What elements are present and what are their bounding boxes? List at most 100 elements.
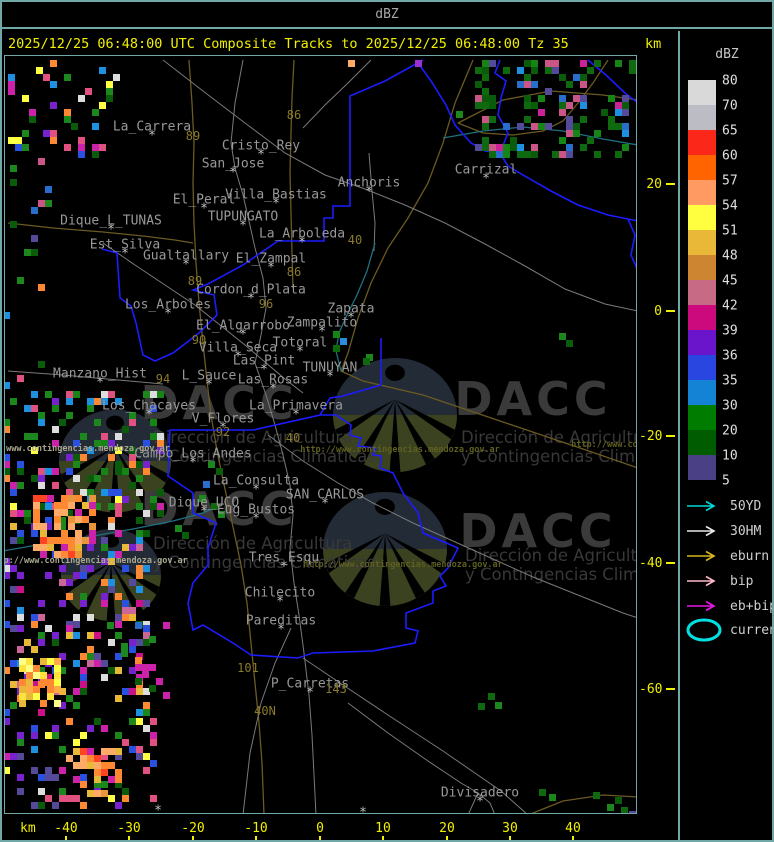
radar-echo-pixel [129, 461, 136, 468]
radar-echo-pixel [80, 674, 87, 681]
dbz-scale-value: 20 [722, 423, 738, 439]
radar-echo-pixel [52, 405, 59, 412]
radar-echo-pixel [61, 551, 68, 558]
city-label: Est_Silva [89, 237, 161, 253]
radar-echo-pixel [199, 495, 206, 502]
track-arrow-icon [686, 550, 726, 562]
radar-echo-pixel [488, 693, 495, 700]
radar-echo-pixel [157, 433, 164, 440]
radar-echo-pixel [8, 137, 15, 144]
radar-echo-pixel [101, 579, 108, 586]
radar-echo-pixel [150, 405, 157, 412]
radar-echo-pixel [87, 755, 94, 762]
radar-echo-pixel [108, 558, 115, 565]
radar-echo-pixel [129, 579, 136, 586]
radar-echo-pixel [24, 510, 31, 517]
x-tick-mark [572, 836, 574, 840]
y-tick-label: 20 [646, 176, 662, 192]
dbz-scale-swatch [688, 80, 716, 105]
radar-echo-pixel [87, 762, 94, 769]
radar-echo-pixel [524, 116, 531, 123]
radar-echo-pixel [94, 632, 101, 639]
radar-echo-pixel [333, 345, 340, 352]
city-marker: * [182, 257, 190, 273]
radar-echo-pixel [78, 137, 85, 144]
radar-echo-pixel [38, 709, 45, 716]
radar-echo-pixel [10, 753, 17, 760]
radar-echo-pixel [40, 700, 47, 707]
radar-echo-pixel [61, 495, 68, 502]
radar-echo-pixel [24, 433, 31, 440]
city-marker: * [107, 222, 115, 238]
radar-echo-pixel [45, 767, 52, 774]
radar-echo-pixel [10, 165, 17, 172]
radar-echo-pixel [22, 130, 29, 137]
radar-echo-pixel [73, 454, 80, 461]
radar-echo-pixel [129, 746, 136, 753]
radar-echo-pixel [538, 95, 545, 102]
radar-echo-pixel [54, 672, 61, 679]
radar-echo-pixel [136, 537, 143, 544]
radar-echo-pixel [17, 625, 24, 632]
city-marker: * [277, 622, 285, 638]
city-marker: * [148, 128, 156, 144]
city-label: Campo_Los_Andes [134, 446, 252, 462]
radar-echo-pixel [482, 60, 489, 67]
radar-echo-pixel [52, 426, 59, 433]
radar-echo-pixel [78, 95, 85, 102]
radar-echo-pixel [45, 200, 52, 207]
radar-echo-pixel [122, 688, 129, 695]
radar-echo-pixel [101, 600, 108, 607]
radar-echo-pixel [615, 151, 622, 158]
radar-echo-pixel [573, 123, 580, 130]
radar-echo-pixel [566, 102, 573, 109]
radar-echo-pixel [496, 144, 503, 151]
radar-echo-pixel [59, 653, 66, 660]
radar-echo-pixel [121, 643, 128, 650]
radar-echo-pixel [50, 81, 57, 88]
radar-echo-pixel [517, 151, 524, 158]
radar-echo-pixel [107, 622, 114, 629]
dbz-scale-value: 45 [722, 273, 738, 289]
radar-echo-pixel [136, 475, 143, 482]
city-marker: * [296, 344, 304, 360]
radar-echo-pixel [621, 807, 628, 813]
radar-echo-pixel [10, 503, 17, 510]
radar-echo-pixel [108, 551, 115, 558]
route-map-line [7, 222, 194, 244]
radar-echo-pixel [38, 158, 45, 165]
radar-echo-pixel [94, 653, 101, 660]
city-label: El_Peral [172, 192, 236, 208]
radar-echo-pixel [50, 60, 57, 67]
radar-echo-pixel [45, 523, 52, 530]
radar-echo-pixel [531, 81, 538, 88]
radar-echo-pixel [87, 653, 94, 660]
radar-echo-pixel [73, 748, 80, 755]
radar-echo-pixel [15, 144, 22, 151]
city-marker: * [326, 369, 334, 385]
radar-echo-pixel [115, 593, 122, 600]
radar-echo-pixel [545, 60, 552, 67]
radar-echo-pixel [87, 475, 94, 482]
radar-echo-pixel [475, 81, 482, 88]
radar-echo-pixel [94, 781, 101, 788]
radar-echo-pixel [552, 60, 559, 67]
radar-echo-pixel [40, 672, 47, 679]
watermark-url-layer: www.contingencias.mendoza.gov.ar http://w… [5, 56, 636, 813]
radar-echo-pixel [539, 789, 546, 796]
radar-echo-pixel [478, 703, 485, 710]
radar-echo-pixel [101, 674, 108, 681]
radar-echo-pixel [78, 144, 85, 151]
dbz-scale-swatch [688, 380, 716, 405]
radar-echo-pixel [52, 482, 59, 489]
city-marker: * [252, 482, 260, 498]
radar-echo-pixel [61, 544, 68, 551]
radar-echo-pixel [33, 516, 40, 523]
radar-echo-pixel [87, 489, 94, 496]
radar-echo-pixel [150, 391, 157, 398]
radar-echo-pixel [73, 391, 80, 398]
city-label: P_Carretas [270, 676, 350, 692]
radar-echo-pixel [136, 544, 143, 551]
radar-echo-pixel [136, 653, 143, 660]
radar-echo-pixel [5, 461, 10, 468]
